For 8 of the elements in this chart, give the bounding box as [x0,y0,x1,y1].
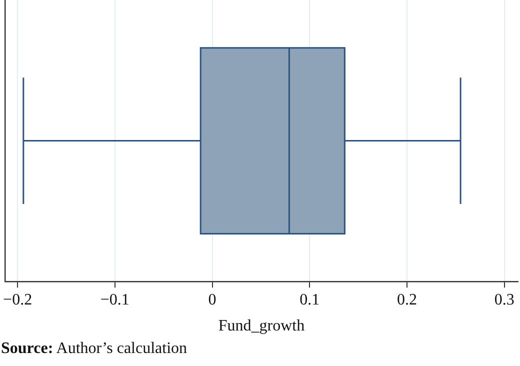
x-axis-title: Fund_growth [218,318,305,335]
source-note: Source: Author’s calculation [1,340,188,358]
x-tick-label: 0.1 [300,291,320,308]
x-tick-label: −0.2 [3,291,32,308]
x-tick-label: 0.2 [397,291,418,308]
x-tick-label: 0 [208,291,216,308]
x-tick-label: −0.1 [100,291,130,308]
x-tick-label: 0.3 [494,291,514,308]
